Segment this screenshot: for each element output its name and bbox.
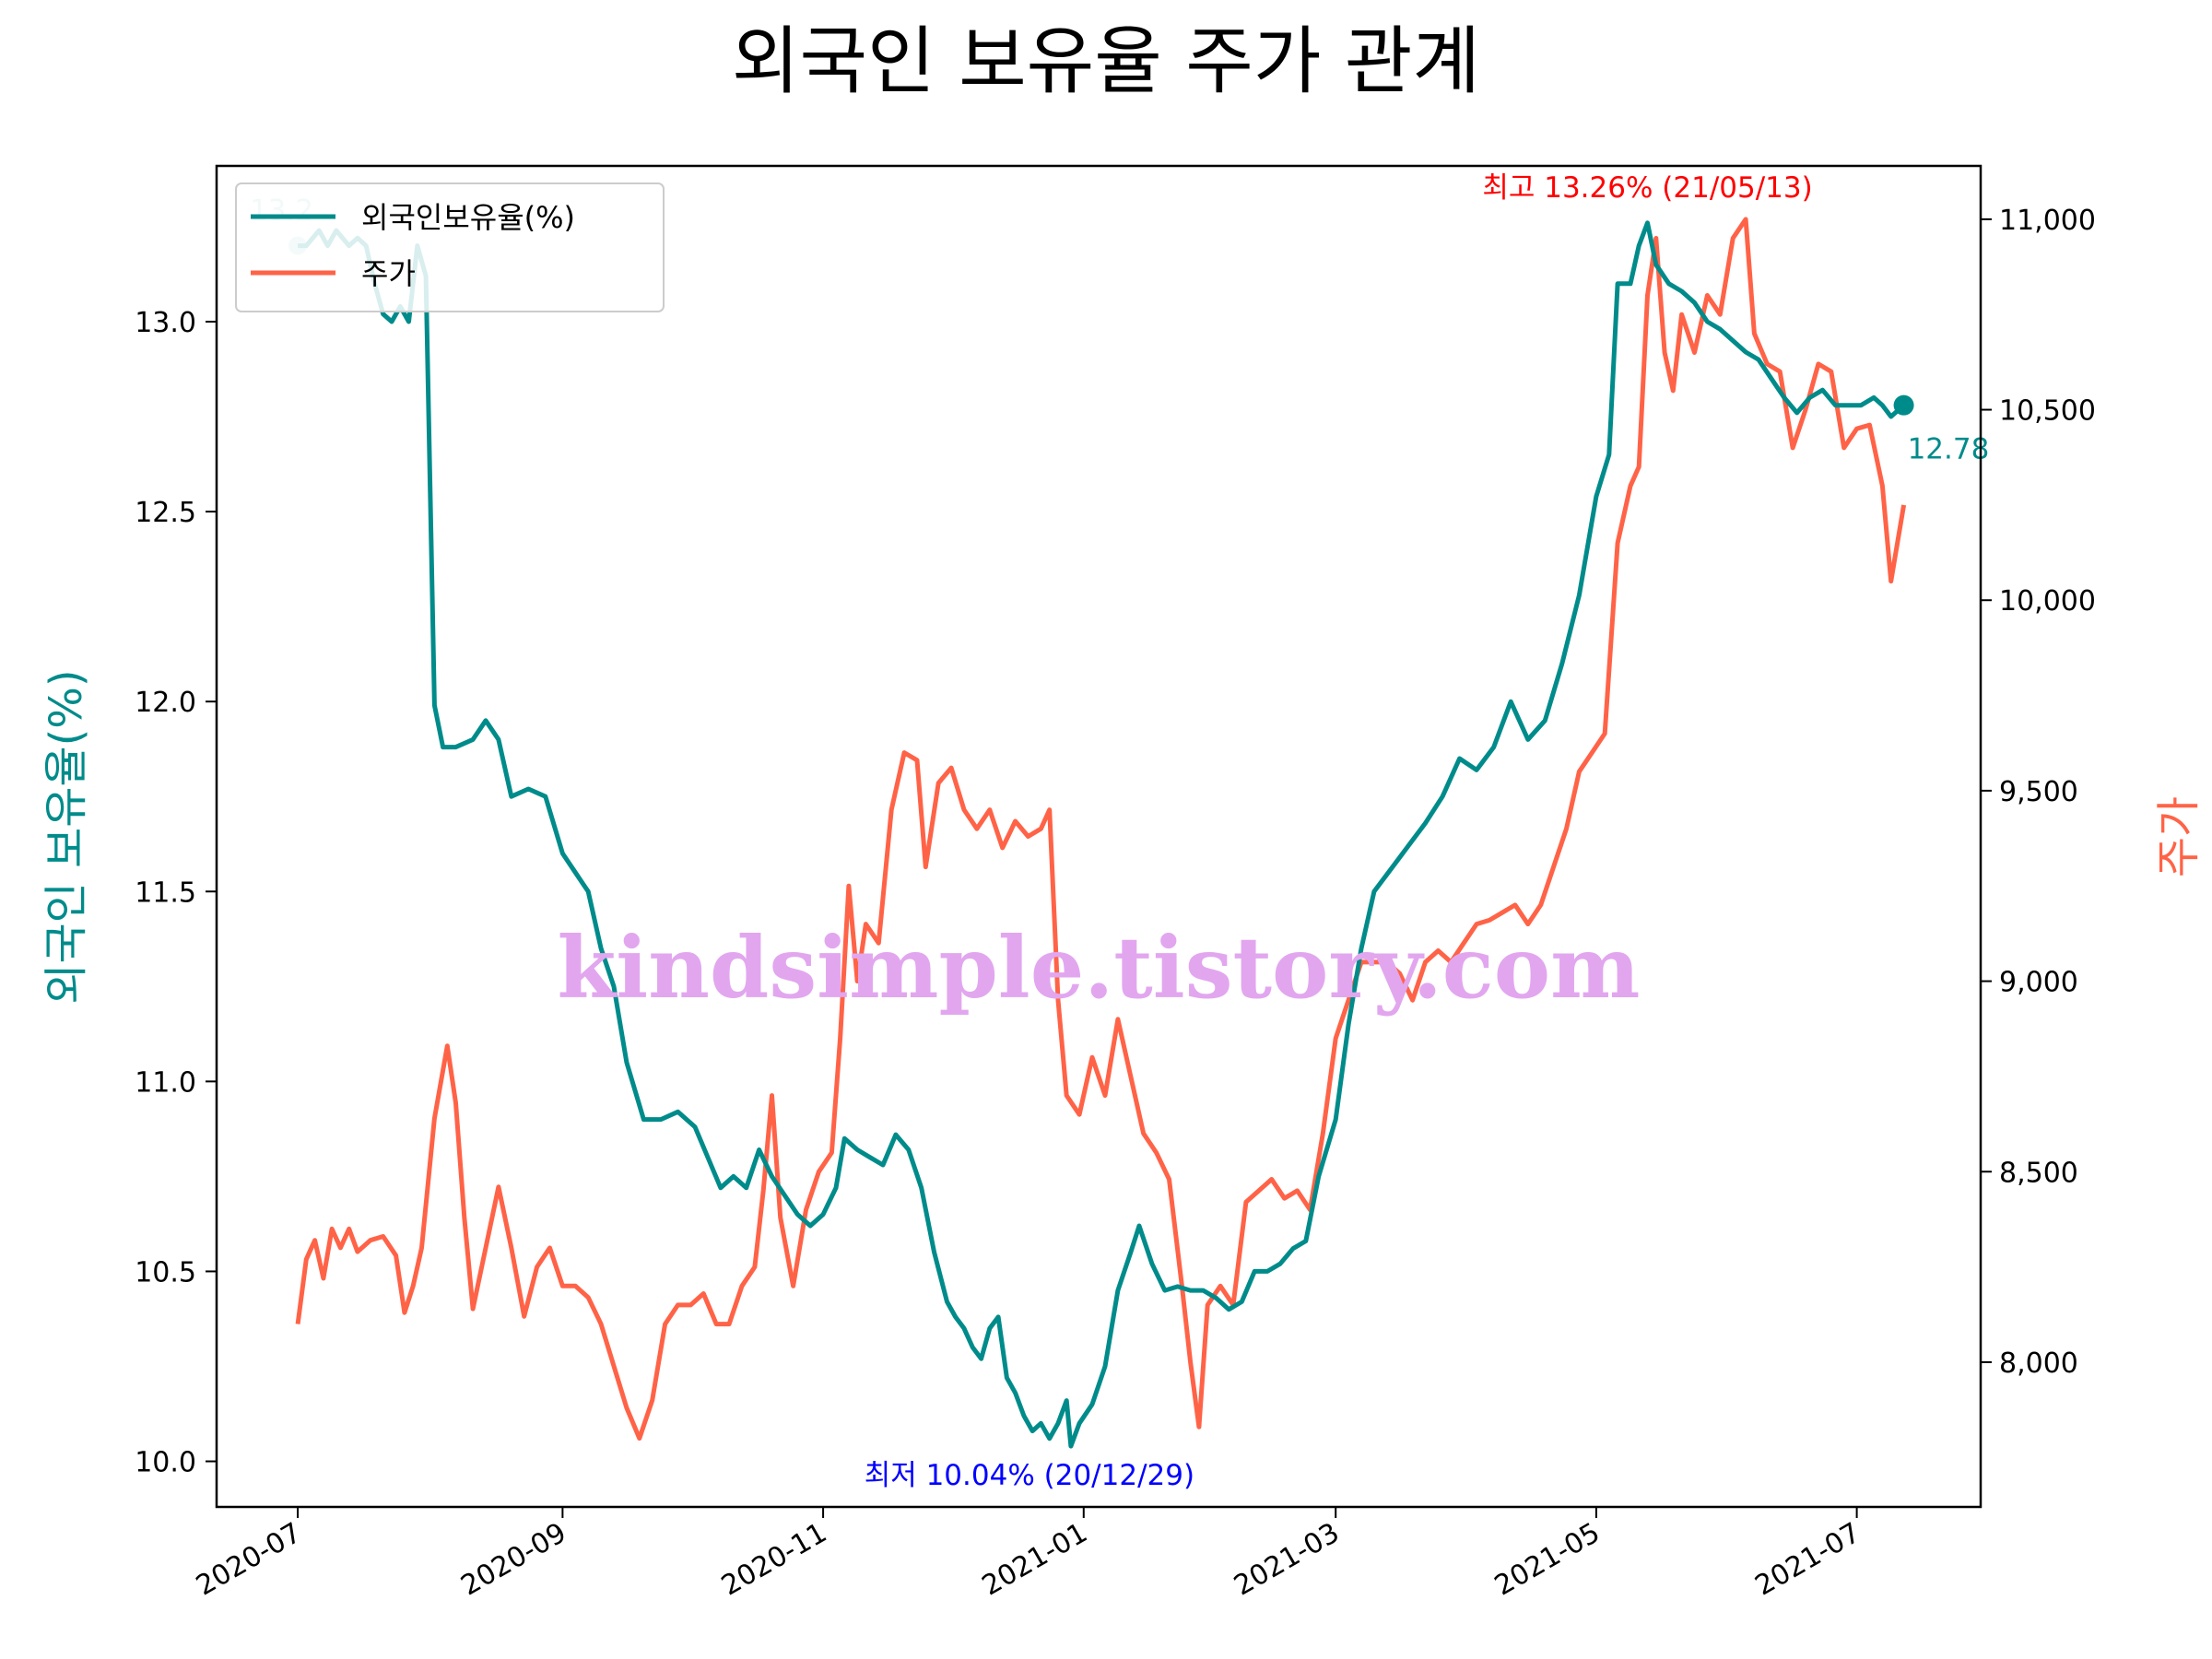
y-right-tick-label: 8,500 — [1999, 1157, 2078, 1189]
annotation-2: 12.78 — [1908, 433, 1990, 466]
y-left-tick-label: 11.5 — [135, 877, 196, 909]
x-axis: 2020-07 2020-09 2020-11 2021-01 2021-03 2021-… — [191, 1507, 1866, 1603]
x-tick-label: 2020-11 — [716, 1517, 832, 1603]
chart-title: 외국인 보유율 주가 관계 — [732, 18, 1480, 104]
x-tick-label: 2020-07 — [191, 1517, 307, 1603]
x-tick-label: 2021-07 — [1750, 1517, 1866, 1603]
x-tick-label: 2021-05 — [1489, 1517, 1606, 1603]
watermark: kindsimple.tistory.com — [557, 918, 1640, 1018]
legend-label-ownership: 외국인보유율(%) — [361, 200, 575, 235]
y-right-tick-label: 9,000 — [1999, 967, 2078, 999]
plot-frame — [215, 164, 1983, 1509]
series-line-ownership — [298, 220, 1906, 1449]
x-tick-label: 2021-01 — [977, 1517, 1093, 1603]
legend: 외국인보유율(%) 주가 — [235, 182, 665, 312]
last-point-marker — [1893, 394, 1914, 416]
x-tick-label: 2021-03 — [1229, 1517, 1345, 1603]
y-axis-left: 10.0 10.5 11.0 11.5 12.0 12.5 13.0 — [135, 307, 217, 1479]
y-left-tick-label: 12.0 — [135, 687, 196, 719]
y-axis-right-label: 주가 — [2153, 796, 2205, 877]
series-line-price — [295, 217, 1907, 1441]
annotation-0: 최고 13.26% (21/05/13) — [1482, 171, 1812, 205]
y-axis-left-label: 외국인 보유율(%) — [41, 669, 92, 1004]
y-left-tick-label: 13.0 — [135, 307, 196, 339]
legend-label-price: 주가 — [361, 256, 416, 291]
x-tick-label: 2020-09 — [455, 1517, 571, 1603]
y-right-tick-label: 11,000 — [1999, 205, 2096, 237]
y-right-tick-label: 10,000 — [1999, 585, 2096, 618]
y-right-tick-label: 9,500 — [1999, 776, 2078, 808]
y-left-tick-label: 11.0 — [135, 1066, 196, 1099]
y-left-tick-label: 12.5 — [135, 497, 196, 529]
y-right-tick-label: 8,000 — [1999, 1347, 2078, 1380]
annotation-1: 최저 10.04% (20/12/29) — [865, 1459, 1194, 1492]
series-layer — [288, 217, 1914, 1449]
y-left-tick-label: 10.5 — [135, 1256, 196, 1288]
legend-box — [235, 182, 665, 312]
y-axis-right: 8,000 8,500 9,000 9,500 10,000 10,500 11,000 — [1981, 205, 2096, 1380]
y-left-tick-label: 10.0 — [135, 1447, 196, 1479]
y-right-tick-label: 10,500 — [1999, 395, 2096, 428]
